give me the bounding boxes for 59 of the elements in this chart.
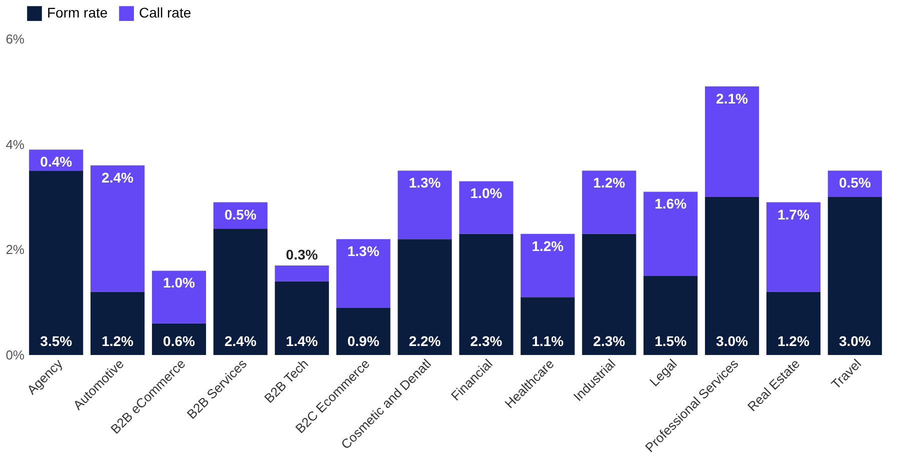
bar bbox=[274, 281, 329, 355]
bar bbox=[336, 308, 390, 355]
data-label: 1.3% bbox=[347, 243, 380, 260]
bar bbox=[152, 270, 206, 324]
data-label: 2.4% bbox=[224, 333, 257, 349]
data-label: 2.2% bbox=[408, 333, 442, 349]
bar bbox=[398, 239, 452, 355]
data-label: 1.5% bbox=[654, 333, 688, 349]
data-label: 2.3% bbox=[470, 333, 503, 349]
bar bbox=[274, 265, 329, 282]
data-label: 3.5% bbox=[40, 333, 73, 349]
y-tick-label: 4% bbox=[6, 136, 25, 152]
bar bbox=[644, 276, 698, 355]
bar bbox=[704, 86, 760, 197]
data-label: 0.3% bbox=[286, 246, 318, 262]
bar bbox=[766, 292, 820, 355]
y-tick-label: 6% bbox=[6, 32, 25, 46]
data-label: 3.0% bbox=[716, 333, 749, 349]
bar bbox=[459, 234, 514, 355]
bar bbox=[520, 297, 575, 355]
data-label: 1.2% bbox=[102, 333, 134, 349]
data-label: 2.1% bbox=[716, 90, 749, 106]
data-label: 1.4% bbox=[286, 333, 318, 349]
data-label: 0.9% bbox=[347, 333, 380, 349]
bar bbox=[704, 197, 760, 355]
bar bbox=[520, 234, 575, 298]
data-label: 1.7% bbox=[777, 206, 810, 222]
data-label: 0.6% bbox=[163, 333, 196, 349]
data-label: 1.2% bbox=[532, 238, 564, 254]
y-tick-label: 0% bbox=[6, 348, 25, 362]
data-label: 0.5% bbox=[224, 206, 257, 222]
data-label: 1.0% bbox=[163, 274, 196, 291]
bar bbox=[29, 170, 84, 355]
bar bbox=[766, 202, 820, 292]
data-label: 3.0% bbox=[838, 333, 872, 349]
bar bbox=[336, 239, 390, 308]
legend-label: Form rate bbox=[47, 4, 108, 21]
legend-label: Call rate bbox=[139, 4, 192, 21]
bar bbox=[459, 181, 514, 234]
data-label: 1.1% bbox=[532, 333, 564, 349]
data-label: 0.5% bbox=[838, 174, 872, 191]
data-label: 1.3% bbox=[408, 174, 442, 191]
data-label: 1.6% bbox=[654, 196, 688, 212]
data-label: 1.0% bbox=[470, 185, 503, 202]
bar bbox=[582, 170, 636, 234]
data-label: 1.2% bbox=[777, 333, 810, 349]
bar bbox=[582, 234, 636, 355]
bar bbox=[644, 192, 698, 276]
bar bbox=[90, 165, 145, 292]
data-label: 2.4% bbox=[102, 169, 134, 186]
data-label: 1.2% bbox=[593, 174, 626, 191]
x-tick-label: B2B Tech bbox=[261, 356, 312, 406]
y-tick-label: 2% bbox=[6, 242, 25, 258]
bar bbox=[90, 292, 145, 355]
data-label: 2.3% bbox=[593, 333, 626, 349]
bar bbox=[398, 170, 452, 240]
bar bbox=[828, 197, 882, 355]
data-label: 0.4% bbox=[40, 154, 73, 170]
bar bbox=[213, 228, 268, 355]
